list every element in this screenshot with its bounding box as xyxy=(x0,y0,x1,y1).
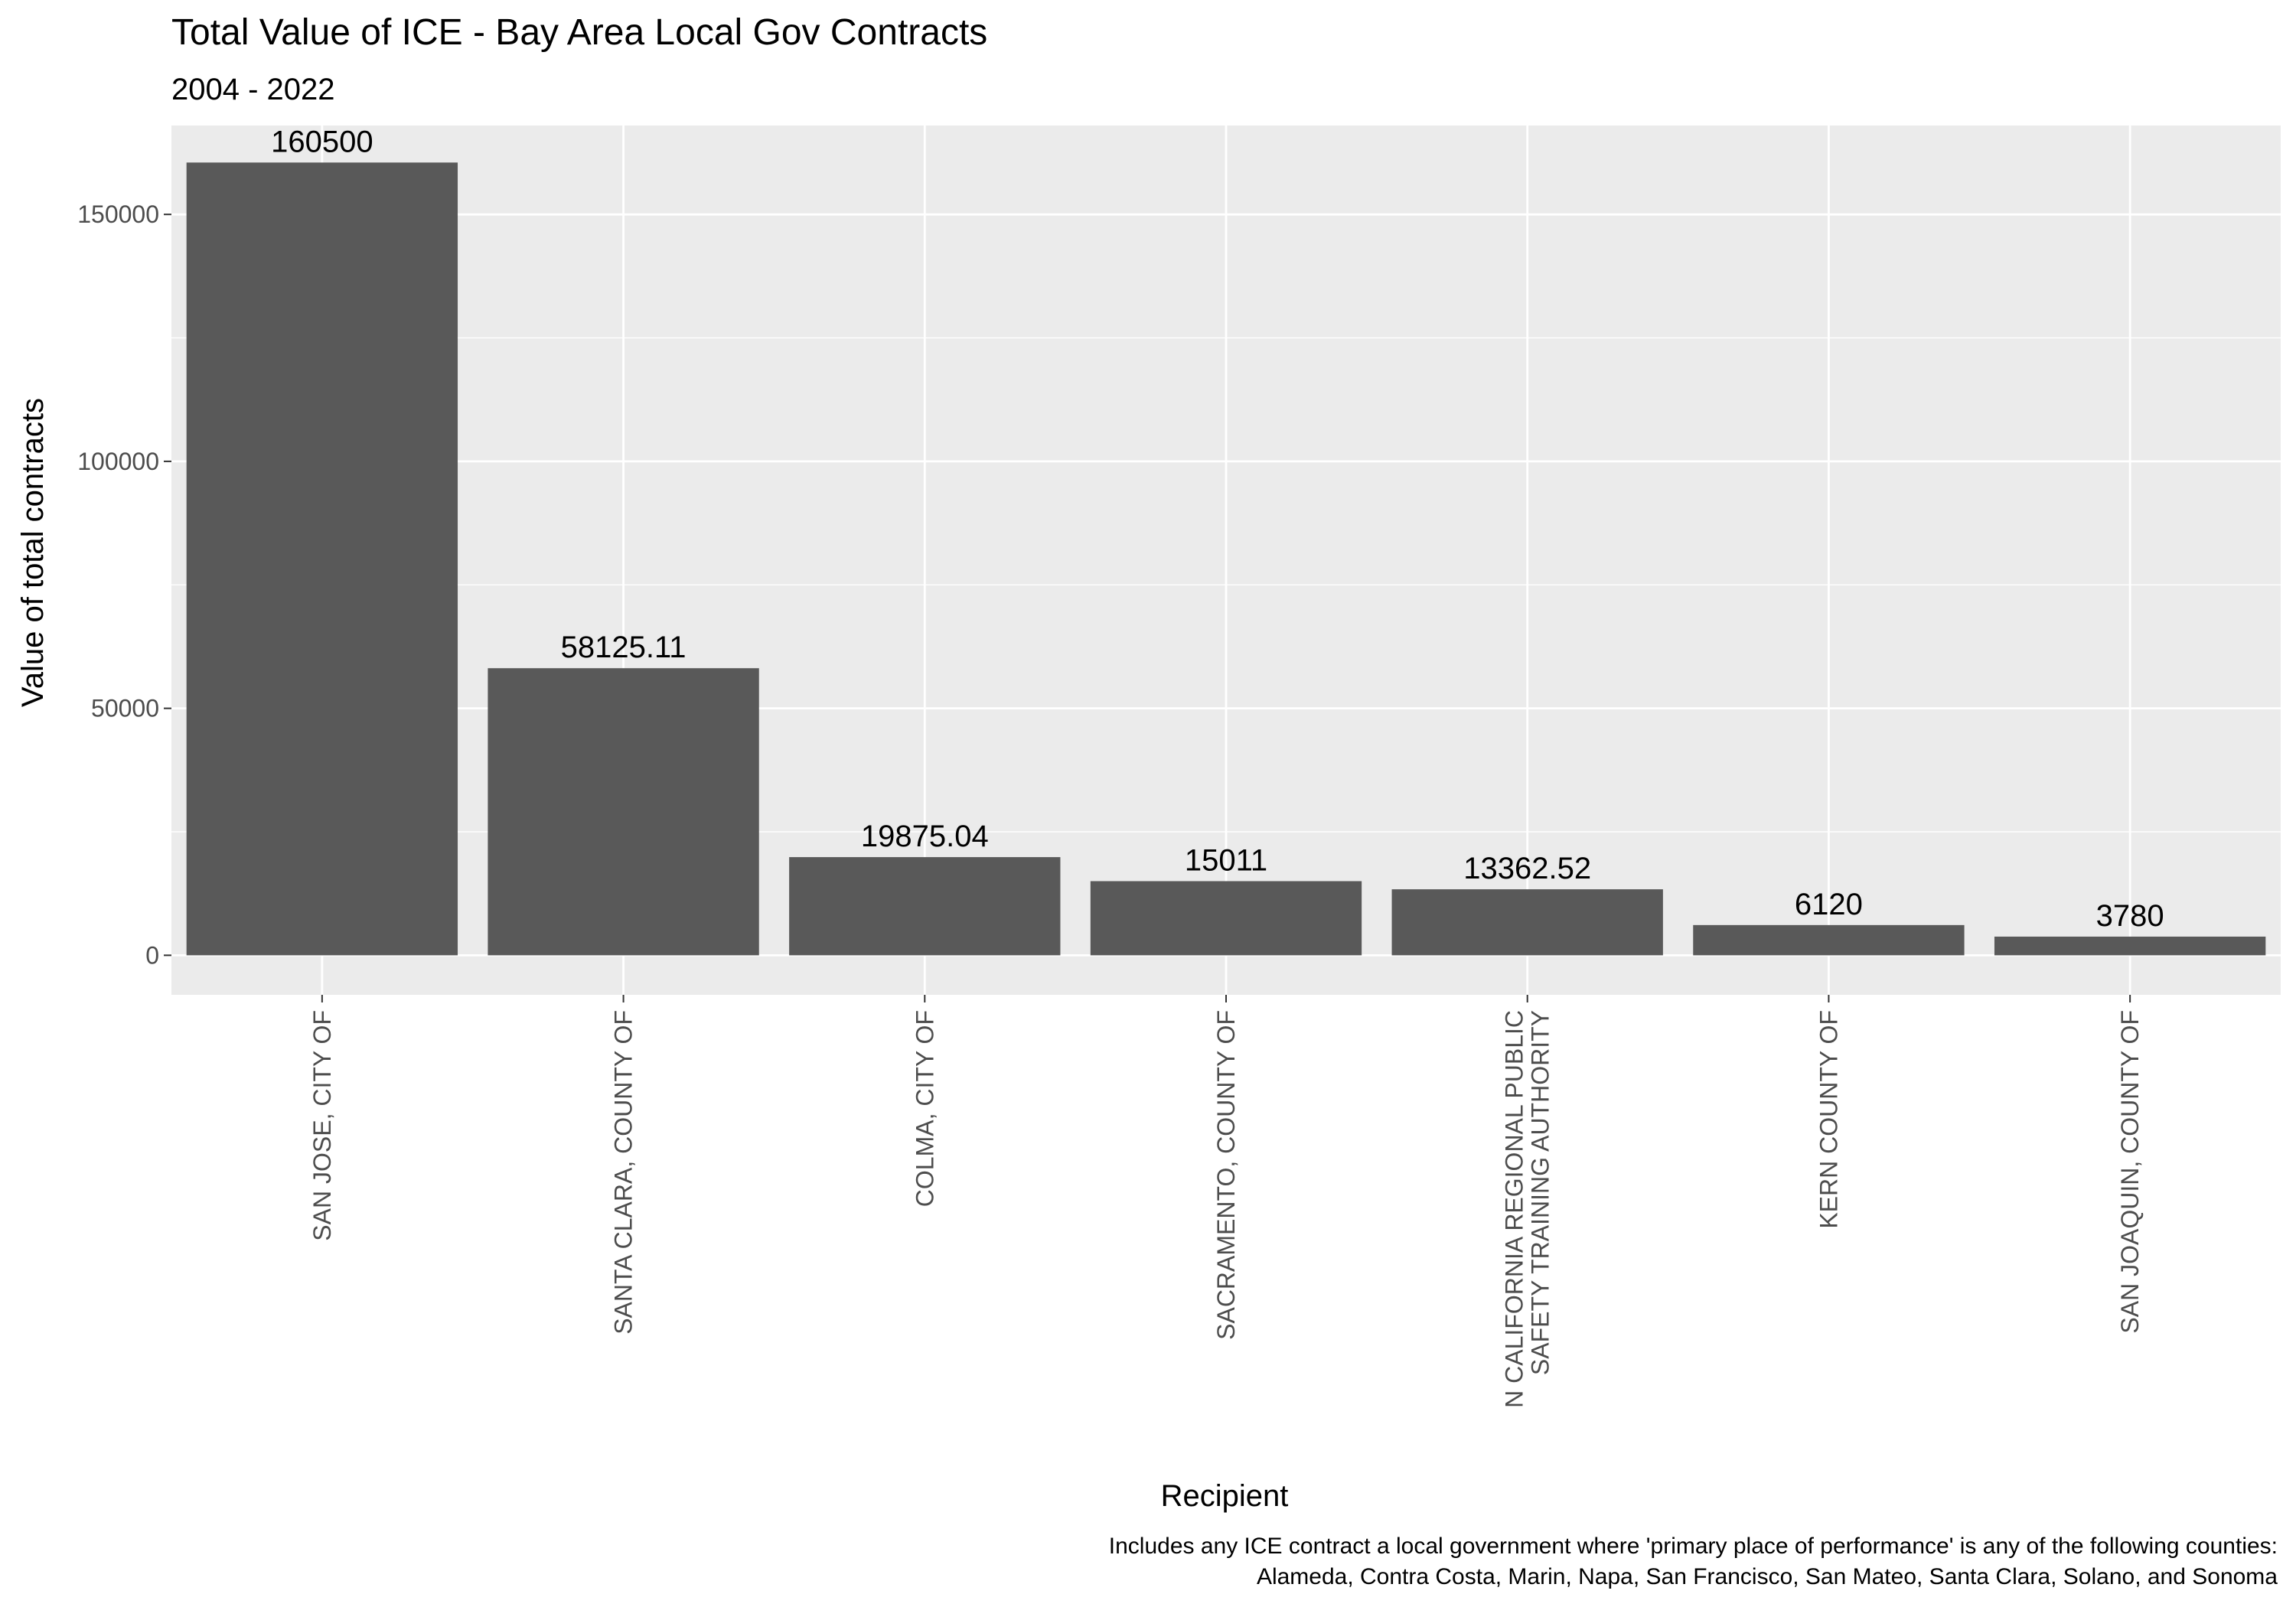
data-label: 19875.04 xyxy=(861,820,989,853)
bar xyxy=(1994,936,2266,956)
x-tick-label: SAFETY TRAINING AUTHORITY xyxy=(1527,1010,1554,1375)
bar xyxy=(1090,881,1362,956)
y-tick-label: 50000 xyxy=(91,695,159,722)
data-labels: 160500 58125.11 19875.04 15011 13362.52 6120 3… xyxy=(271,125,2164,933)
x-tick-label: COLMA, CITY OF xyxy=(911,1010,938,1207)
data-label: 160500 xyxy=(271,125,373,158)
x-tick-label: SANTA CLARA, COUNTY OF xyxy=(610,1010,638,1335)
data-label: 6120 xyxy=(1795,888,1863,921)
data-label: 3780 xyxy=(2096,899,2164,933)
x-axis: SAN JOSE, CITY OF SANTA CLARA, COUNTY OF C… xyxy=(308,995,2144,1408)
x-tick-label: SAN JOSE, CITY OF xyxy=(308,1010,336,1241)
y-tick-label: 100000 xyxy=(77,448,159,475)
y-tick-label: 150000 xyxy=(77,200,159,228)
bars xyxy=(186,162,2266,956)
y-axis: 0 50000 100000 150000 xyxy=(77,200,171,969)
bar xyxy=(186,162,458,956)
x-tick-label: KERN COUNTY OF xyxy=(1815,1010,1842,1229)
x-tick-label: N CALIFORNIA REGIONAL PUBLIC xyxy=(1501,1010,1528,1408)
x-axis-title: Recipient xyxy=(1161,1479,1289,1513)
caption-line-1: Includes any ICE contract a local govern… xyxy=(1109,1534,2278,1559)
data-label: 15011 xyxy=(1185,843,1267,877)
chart-title: Total Value of ICE - Bay Area Local Gov … xyxy=(171,12,987,53)
caption-line-2: Alameda, Contra Costa, Marin, Napa, San … xyxy=(1257,1564,2278,1589)
x-tick-label: SACRAMENTO, COUNTY OF xyxy=(1212,1010,1240,1340)
chart-subtitle: 2004 - 2022 xyxy=(171,73,335,106)
bar xyxy=(488,668,759,956)
data-label: 13362.52 xyxy=(1463,852,1591,885)
data-label: 58125.11 xyxy=(561,631,687,664)
y-axis-title: Value of total contracts xyxy=(16,398,50,707)
bar xyxy=(1693,924,1965,956)
bar xyxy=(789,857,1061,956)
y-tick-label: 0 xyxy=(145,941,159,969)
x-tick-label: SAN JOAQUIN, COUNTY OF xyxy=(2116,1010,2144,1334)
bar xyxy=(1391,889,1663,956)
